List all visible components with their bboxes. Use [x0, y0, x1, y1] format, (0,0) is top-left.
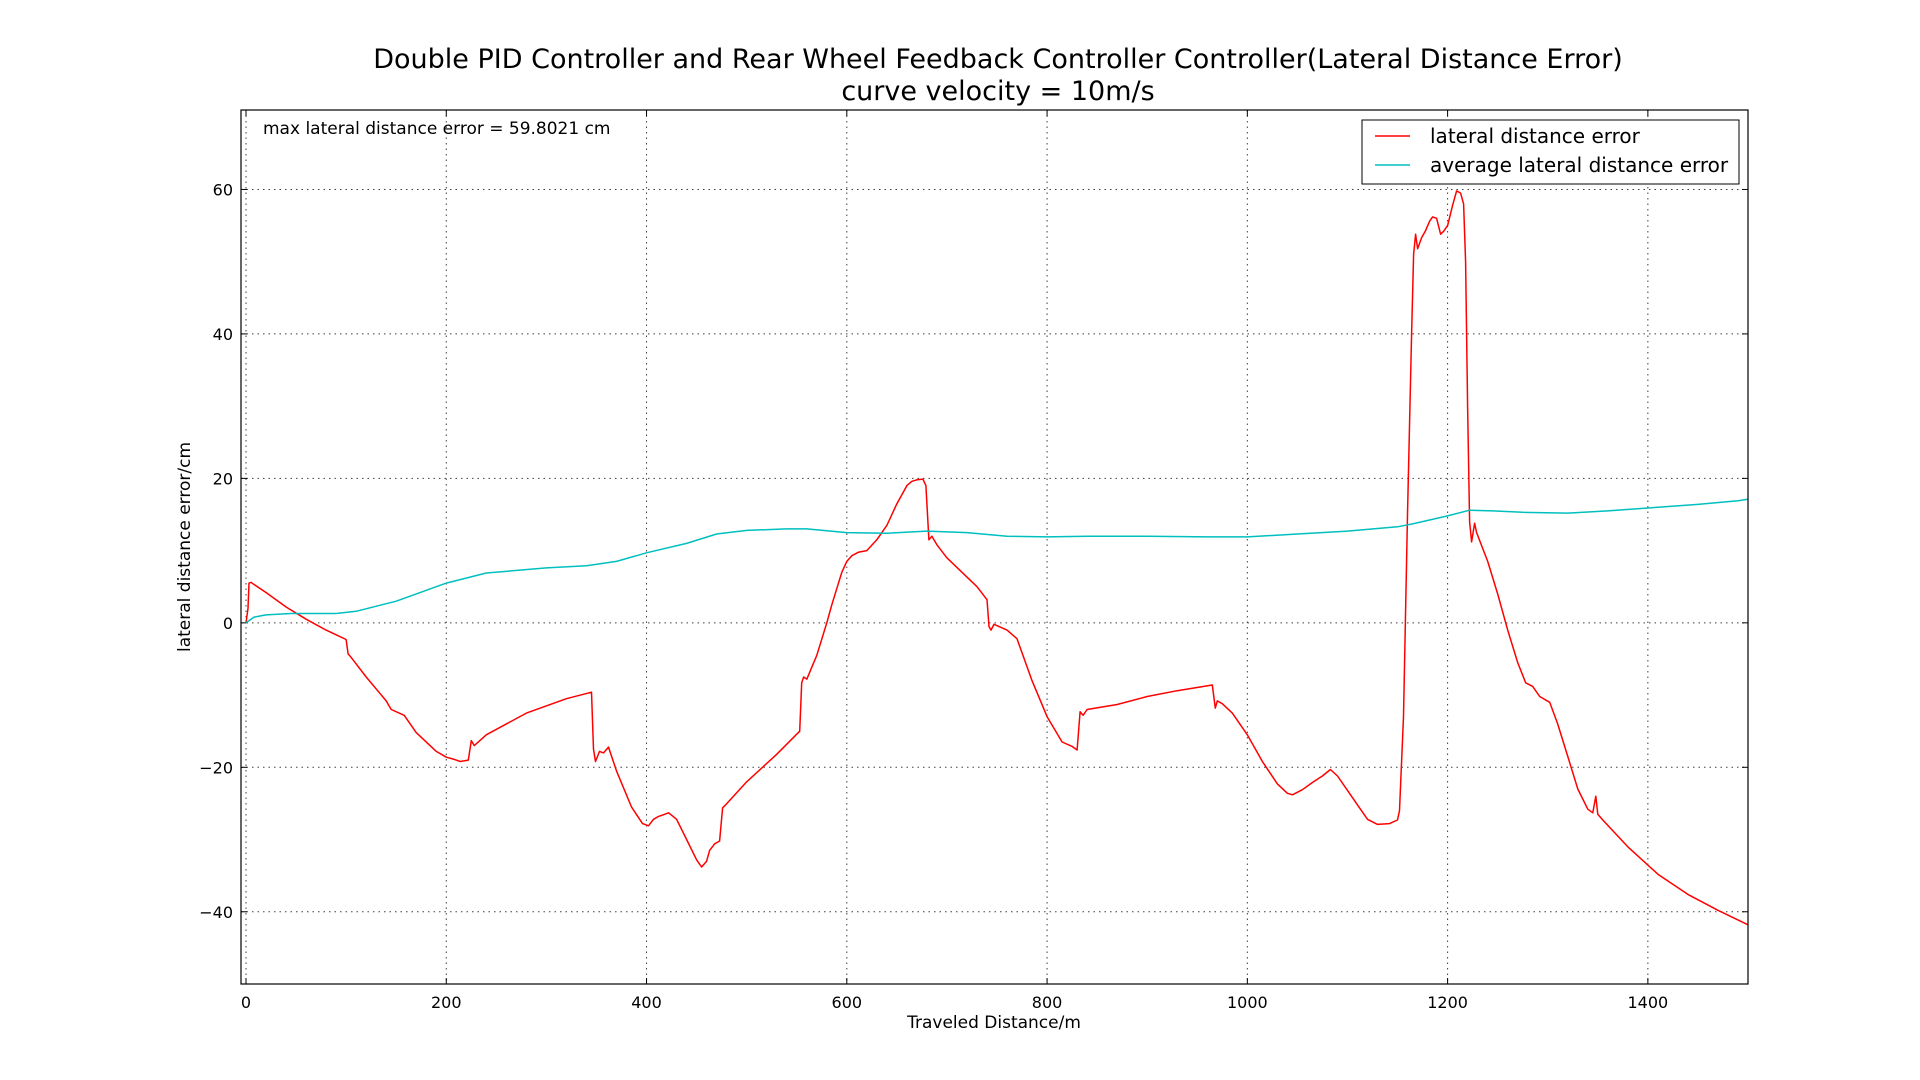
chart-subtitle: curve velocity = 10m/s — [841, 76, 1154, 107]
x-tick-label: 0 — [241, 993, 251, 1012]
x-tick-label: 1000 — [1227, 993, 1268, 1012]
y-tick-label: −40 — [199, 903, 233, 922]
legend: lateral distance error average lateral d… — [1361, 119, 1740, 185]
y-tick-label: 40 — [213, 325, 233, 344]
y-tick-label: 60 — [213, 180, 233, 199]
tick-layer: 0 200 400 600 800 1000 1200 1400 −40 −20 0 20 40 60 — [199, 110, 1748, 1012]
series-line-lateral-distance-error — [245, 190, 1748, 926]
chart-title: Double PID Controller and Rear Wheel Fee… — [373, 44, 1623, 75]
y-tick-label: −20 — [199, 758, 233, 777]
x-tick-label: 200 — [431, 993, 462, 1012]
x-tick-label: 1400 — [1628, 993, 1669, 1012]
y-axis-label: lateral distance error/cm — [175, 442, 195, 652]
y-tick-label: 0 — [223, 614, 233, 633]
grid-layer — [241, 110, 1748, 984]
x-axis-label: Traveled Distance/m — [906, 1013, 1081, 1033]
max-error-annotation: max lateral distance error = 59.8021 cm — [263, 119, 611, 139]
y-tick-label: 20 — [213, 469, 233, 488]
series-layer — [245, 190, 1748, 926]
x-tick-label: 800 — [1032, 993, 1063, 1012]
x-tick-label: 600 — [832, 993, 863, 1012]
x-tick-label: 1200 — [1427, 993, 1468, 1012]
legend-label-average: average lateral distance error — [1430, 153, 1729, 177]
series-line-average-lateral-distance-error — [245, 498, 1748, 624]
x-tick-label: 400 — [631, 993, 662, 1012]
legend-label-lateral: lateral distance error — [1430, 124, 1641, 148]
plot-frame — [240, 109, 1749, 985]
legend-box — [1361, 119, 1740, 185]
